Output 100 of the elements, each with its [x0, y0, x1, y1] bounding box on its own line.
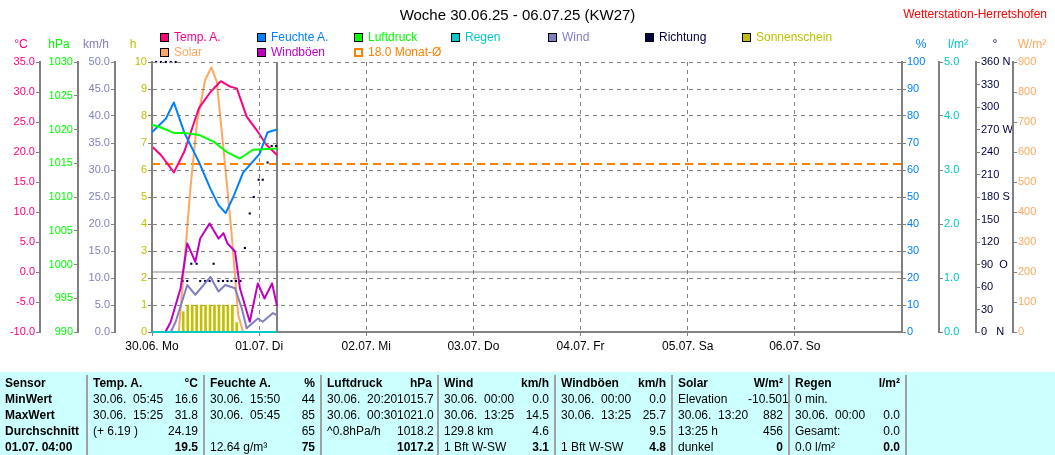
legend-label: Feuchte A.	[271, 30, 329, 44]
y-tick-label: 5.0	[19, 235, 35, 248]
y-tick-label: 1005	[48, 223, 73, 236]
y-tick-label: 40.0	[88, 109, 110, 122]
y-tick-label: 20.0	[13, 145, 35, 158]
y2-tick-label: 20	[907, 271, 920, 284]
text: km/h	[520, 376, 549, 390]
text: 1 Bft W-SW	[444, 440, 507, 454]
y-tick-label: 35.0	[13, 55, 35, 68]
y3-axis-title: h	[129, 37, 137, 51]
text: 85	[301, 408, 315, 422]
text: ^0.8hPa/h	[327, 424, 381, 438]
legend-label: 18.0 Monat-Ø	[368, 45, 442, 59]
legend-label: Solar	[174, 45, 203, 59]
text: 30.06. 00:00	[795, 408, 866, 422]
y2-tick-label: 100	[907, 55, 926, 68]
text: 0.0 l/m²	[795, 440, 836, 454]
y2-tick-label: 70	[907, 136, 920, 149]
y-tick-label: -10.0	[9, 325, 35, 338]
y2-tick-label: 900	[1018, 55, 1037, 68]
legend-label: Sonnenschein	[756, 30, 833, 44]
legend-label: Richtung	[659, 30, 707, 44]
text: %	[304, 376, 315, 390]
y2-tick-label: 4.0	[944, 109, 960, 122]
y2-tick-label: 300	[1018, 235, 1037, 248]
text: 30.06. 13:20	[678, 408, 749, 422]
y2-tick-label: 600	[1018, 145, 1037, 158]
y-axis-title: km/h	[82, 37, 110, 51]
text: 882	[762, 408, 783, 422]
text: 0	[776, 440, 783, 454]
text: 14.5	[525, 408, 549, 422]
y2-tick-label: 0	[1018, 325, 1025, 338]
text: Elevation	[678, 392, 728, 406]
y-tick-label: 0.0	[94, 325, 110, 338]
y3-tick-label: 150	[981, 212, 1000, 225]
text: 129.8 km	[444, 424, 494, 438]
y2-axis-title: W/m²	[1017, 37, 1047, 51]
text: 9.5	[649, 424, 666, 438]
x-tick-label: 30.06. Mo	[125, 338, 180, 353]
text: 0.0	[883, 440, 900, 454]
text: 30.06. 05:45	[93, 392, 164, 406]
text: MaxWert	[5, 408, 55, 422]
y2-tick-label: 30	[907, 244, 920, 257]
legend-label: Regen	[465, 30, 501, 44]
y3-tick-label: 270 W	[981, 122, 1014, 135]
y3-tick-label: 240	[981, 145, 1000, 158]
text: 0.0	[883, 408, 900, 422]
text: l/m²	[878, 376, 900, 390]
text: 44	[301, 392, 315, 406]
text: 24.19	[167, 424, 198, 438]
y-tick-label: 1010	[48, 190, 73, 203]
y2-tick-label: 800	[1018, 85, 1037, 98]
text: Regen	[795, 376, 832, 390]
text: 0.0	[649, 392, 666, 406]
text: Wetterstation-Herretshofen	[903, 7, 1047, 21]
legend-label: Windböen	[271, 45, 326, 59]
text: 456	[762, 424, 783, 438]
y3-axis-title: °	[992, 37, 998, 51]
y3-tick-label: 0	[140, 325, 147, 338]
y3-tick-label: 2	[140, 271, 147, 284]
y-tick-label: 1025	[48, 88, 73, 101]
y2-tick-label: 700	[1018, 115, 1037, 128]
chart-title: Woche 30.06.25 - 06.07.25 (KW27)	[399, 6, 636, 23]
y-tick-label: 15.0	[13, 175, 35, 188]
x-tick-label: 03.07. Do	[447, 338, 500, 353]
y2-tick-label: 90	[907, 82, 920, 95]
text: 1 Bft W-SW	[561, 440, 624, 454]
text: 65	[301, 424, 315, 438]
y3-tick-label: 4	[140, 217, 147, 230]
y-tick-label: 20.0	[88, 217, 110, 230]
y3-tick-label: 3	[140, 244, 147, 257]
y3-tick-label: 180 S	[981, 190, 1010, 203]
text: °C	[184, 376, 198, 390]
x-tick-label: 02.07. Mi	[341, 338, 391, 353]
y2-tick-label: 500	[1018, 175, 1037, 188]
y-axis-title: °C	[14, 37, 29, 51]
y-tick-label: 15.0	[88, 244, 110, 257]
y2-tick-label: 2.0	[944, 217, 960, 230]
text: 1021.0	[397, 408, 434, 422]
y-tick-label: 1020	[48, 122, 73, 135]
y-tick-label: 25.0	[88, 190, 110, 203]
text: (+ 6.19 )	[93, 424, 139, 438]
y3-tick-label: 8	[140, 109, 147, 122]
text: 30.06. 13:25	[444, 408, 515, 422]
y3-tick-label: 60	[981, 280, 994, 293]
y3-tick-label: 10	[134, 55, 147, 68]
y-tick-label: 45.0	[88, 82, 110, 95]
text: 4.6	[532, 424, 549, 438]
y3-tick-label: 30	[981, 302, 994, 315]
y3-tick-label: 300	[981, 100, 1000, 113]
text: 0 min.	[795, 392, 828, 406]
text: 16.6	[174, 392, 198, 406]
text: Temp. A.	[93, 376, 143, 390]
legend-label: Wind	[562, 30, 590, 44]
y3-tick-label: 6	[140, 163, 147, 176]
text: 0.0	[532, 392, 549, 406]
text: 30.06. 13:25	[561, 408, 632, 422]
y2-tick-label: 80	[907, 109, 920, 122]
y-tick-label: 1030	[48, 55, 73, 68]
y2-tick-label: 10	[907, 298, 920, 311]
